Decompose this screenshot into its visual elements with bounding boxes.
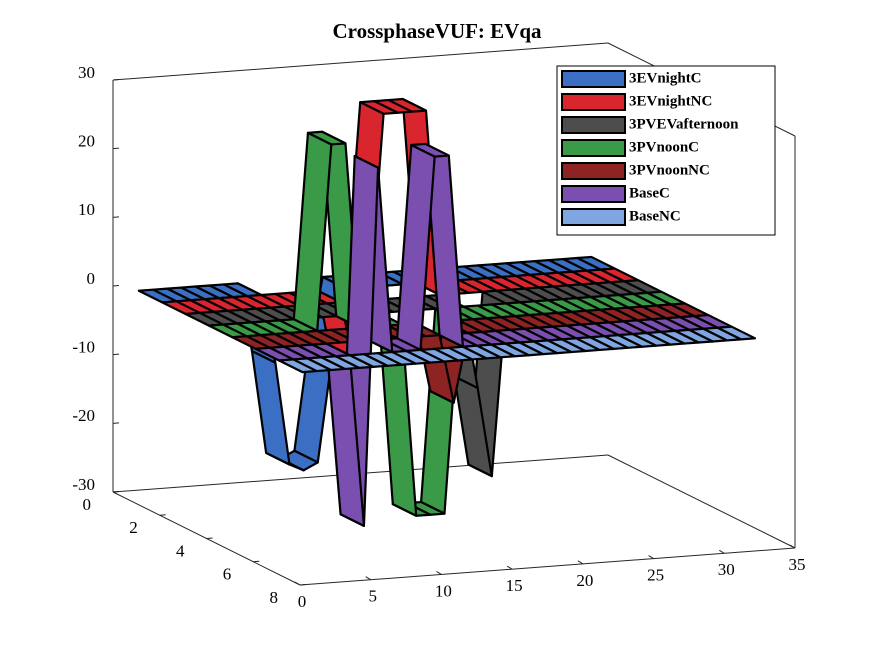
x-tick-label: 10 bbox=[435, 581, 452, 600]
legend-label: BaseNC bbox=[629, 208, 681, 224]
legend-swatch bbox=[561, 185, 626, 203]
z-tick-label: 0 bbox=[87, 269, 96, 288]
y-tick-label: 6 bbox=[223, 565, 232, 584]
y-tick bbox=[206, 537, 213, 539]
z-tick-label: 20 bbox=[78, 132, 95, 151]
chart-title: CrossphaseVUF: EVqa bbox=[332, 19, 542, 43]
y-tick-label: 0 bbox=[83, 495, 92, 514]
x-tick bbox=[648, 555, 654, 560]
z-tick bbox=[112, 79, 120, 81]
x-tick-label: 15 bbox=[506, 576, 523, 595]
x-tick-label: 5 bbox=[368, 587, 377, 606]
z-tick-label: 10 bbox=[78, 200, 95, 219]
y-tick bbox=[159, 514, 166, 516]
x-tick bbox=[365, 576, 371, 581]
x-tick-label: 35 bbox=[789, 555, 806, 574]
z-tick bbox=[112, 147, 120, 150]
x-tick bbox=[506, 565, 513, 570]
surface-face bbox=[277, 358, 318, 374]
legend-swatch bbox=[561, 93, 626, 111]
z-tick bbox=[112, 422, 120, 424]
plot-area: 0 5 10 15 20 25 30 35 0 2 4 6 8 -30 -20 -10 0 10 20 30 bbox=[72, 42, 806, 611]
legend-label: 3EVnightC bbox=[629, 70, 702, 86]
legend-swatch bbox=[561, 162, 626, 180]
x-tick-label: 20 bbox=[576, 571, 593, 590]
legend-label: 3PVnoonNC bbox=[629, 162, 710, 178]
y-tick bbox=[299, 584, 307, 586]
x-tick bbox=[789, 544, 796, 549]
z-tick bbox=[112, 353, 120, 356]
legend-label: BaseC bbox=[629, 185, 670, 201]
y-tick-label: 8 bbox=[270, 588, 279, 607]
legend-swatch bbox=[561, 139, 626, 157]
x-tick bbox=[577, 560, 584, 565]
x-tick bbox=[294, 581, 301, 586]
z-tick-label: 30 bbox=[78, 63, 95, 82]
x-tick bbox=[436, 570, 442, 575]
y-tick-label: 4 bbox=[176, 541, 185, 560]
legend: 3EVnightC 3EVnightNC 3PVEVafternoon 3PVnoon… bbox=[556, 65, 776, 236]
y-tick bbox=[253, 560, 260, 563]
z-tick-label: -30 bbox=[72, 475, 95, 494]
legend-label: 3PVnoonC bbox=[629, 139, 699, 155]
box-edge bbox=[112, 42, 609, 81]
z-tick bbox=[112, 491, 120, 493]
legend-swatch bbox=[561, 116, 626, 134]
y-tick-label: 2 bbox=[129, 518, 138, 537]
z-tick bbox=[112, 285, 120, 287]
z-tick-label: -20 bbox=[72, 406, 95, 425]
x-axis bbox=[299, 547, 796, 586]
x-tick-label: 30 bbox=[718, 560, 735, 579]
x-tick-label: 0 bbox=[298, 592, 307, 611]
legend-swatch bbox=[561, 70, 626, 88]
x-tick-label: 25 bbox=[647, 565, 664, 584]
box-edge bbox=[607, 454, 796, 549]
z-tick bbox=[112, 216, 120, 218]
x-tick bbox=[719, 549, 725, 554]
legend-label: 3EVnightNC bbox=[629, 93, 712, 109]
legend-swatch bbox=[561, 208, 626, 226]
legend-label: 3PVEVafternoon bbox=[629, 116, 739, 132]
z-tick-label: -10 bbox=[72, 338, 95, 357]
